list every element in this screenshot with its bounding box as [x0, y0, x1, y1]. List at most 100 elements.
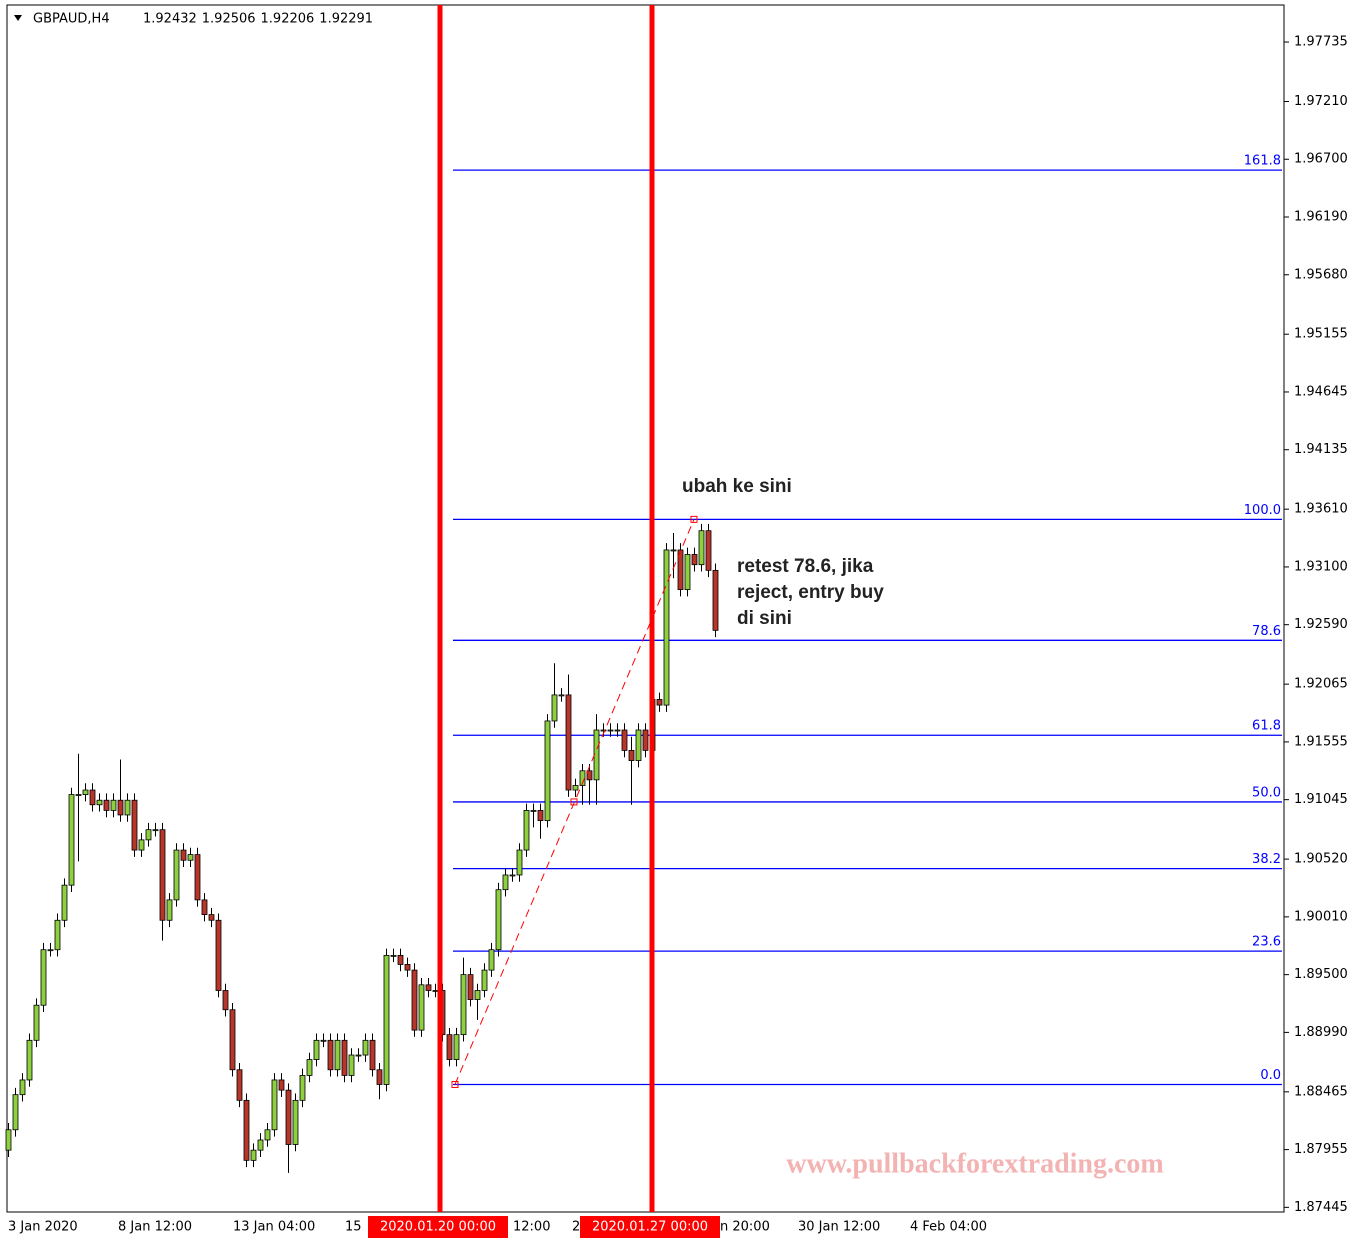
- candle-body: [621, 729, 628, 751]
- y-tick-label: 1.95680: [1294, 267, 1348, 282]
- menu-arrow[interactable]: [14, 15, 22, 21]
- candle-body: [481, 969, 488, 991]
- fib-label: 100.0: [1244, 503, 1281, 518]
- time-label-bg: [368, 1216, 508, 1238]
- candle-body: [173, 849, 180, 901]
- y-tick-label: 1.87445: [1294, 1200, 1348, 1215]
- candle-body: [215, 919, 222, 991]
- fib-label: 50.0: [1252, 785, 1281, 800]
- fib-anchor: [690, 515, 698, 523]
- x-tick-label: n 20:00: [720, 1220, 770, 1235]
- candle-body: [390, 954, 397, 957]
- candle-body: [495, 889, 502, 951]
- fib-anchor: [570, 798, 578, 806]
- time-label: 2020.01.27 00:00: [592, 1220, 708, 1235]
- symbol: GBPAUD,H4: [33, 12, 110, 27]
- candle-body: [355, 1054, 362, 1057]
- candle-body: [187, 854, 194, 861]
- candle-body: [327, 1039, 334, 1071]
- y-tick-label: 1.92590: [1294, 617, 1348, 632]
- quote-value: 1.92206: [261, 12, 315, 27]
- candle-body: [432, 990, 439, 992]
- y-tick-label: 1.88990: [1294, 1025, 1348, 1040]
- fib-label: 61.8: [1252, 719, 1281, 734]
- candle-body: [236, 1069, 243, 1101]
- candle-body: [565, 694, 572, 791]
- candle-body: [404, 964, 411, 971]
- candle-body: [691, 554, 698, 566]
- candle-body: [5, 1129, 12, 1151]
- quote-value: 1.92506: [202, 12, 256, 27]
- watermark: www.pullbackforextrading.com: [786, 1148, 1164, 1179]
- annotation: retest 78.6, jika: [737, 556, 874, 577]
- x-tick-label: 15: [345, 1220, 362, 1235]
- candle-body: [271, 1079, 278, 1131]
- annotation: reject, entry buy: [737, 582, 884, 603]
- candle-body: [264, 1129, 271, 1141]
- candle-body: [635, 729, 642, 761]
- candle-body: [712, 569, 719, 631]
- candle-body: [54, 919, 61, 951]
- candle-body: [12, 1094, 19, 1131]
- candle-body: [138, 839, 145, 851]
- candle-body: [243, 1099, 250, 1161]
- candle-body: [292, 1099, 299, 1145]
- time-label: 2020.01.20 00:00: [380, 1220, 496, 1235]
- candle-body: [453, 1034, 460, 1060]
- fib-anchor: [451, 1080, 459, 1088]
- y-tick-label: 1.92065: [1294, 677, 1348, 692]
- candle-body: [418, 984, 425, 1031]
- candle-body: [61, 884, 68, 921]
- candle-body: [516, 849, 523, 876]
- candle-body: [299, 1075, 306, 1101]
- y-tick-label: 1.90520: [1294, 852, 1348, 867]
- candle-body: [47, 949, 54, 952]
- candle-body: [26, 1039, 33, 1081]
- candle-body: [159, 829, 166, 921]
- candle-body: [68, 794, 75, 886]
- candle-body: [572, 785, 579, 791]
- y-tick-label: 1.94135: [1294, 442, 1348, 457]
- candle-body: [607, 729, 614, 732]
- x-tick-label: 30 Jan 12:00: [798, 1220, 880, 1235]
- x-tick-label: 2: [572, 1220, 580, 1235]
- candle-body: [502, 874, 509, 891]
- fib-label: 161.8: [1244, 154, 1281, 169]
- y-tick-label: 1.96700: [1294, 152, 1348, 167]
- candle-body: [376, 1069, 383, 1085]
- annotation: ubah ke sini: [682, 476, 792, 497]
- y-tick-label: 1.97735: [1294, 35, 1348, 50]
- x-tick-label: 4 Feb 04:00: [910, 1220, 987, 1235]
- y-tick-label: 1.93610: [1294, 502, 1348, 517]
- candle-body: [523, 810, 530, 851]
- candle-body: [544, 720, 551, 822]
- y-tick-label: 1.95155: [1294, 327, 1348, 342]
- candle-body: [663, 549, 670, 706]
- candle-body: [537, 810, 544, 822]
- candle-body: [250, 1149, 257, 1161]
- candle-body: [348, 1054, 355, 1076]
- candle-body: [509, 874, 516, 877]
- candle-body: [670, 549, 677, 552]
- candle-body: [425, 984, 432, 991]
- candle-body: [341, 1039, 348, 1076]
- y-tick-label: 1.91045: [1294, 792, 1348, 807]
- candle-body: [313, 1039, 320, 1060]
- candle-body: [320, 1039, 327, 1042]
- fib-label: 38.2: [1252, 852, 1281, 867]
- candle-body: [586, 770, 593, 781]
- candle-body: [89, 789, 96, 806]
- y-tick-label: 1.89500: [1294, 967, 1348, 982]
- candle-body: [551, 694, 558, 722]
- candle-body: [166, 899, 173, 921]
- time-label-bg: [580, 1216, 720, 1238]
- candle-body: [145, 829, 152, 841]
- candle-body: [698, 530, 705, 566]
- fib-label: 0.0: [1260, 1068, 1281, 1083]
- y-tick-label: 1.87955: [1294, 1142, 1348, 1157]
- candle-body: [369, 1039, 376, 1071]
- candle-body: [677, 549, 684, 590]
- y-tick-label: 1.93100: [1294, 559, 1348, 574]
- fib-label: 78.6: [1252, 624, 1281, 639]
- candle-body: [278, 1079, 285, 1091]
